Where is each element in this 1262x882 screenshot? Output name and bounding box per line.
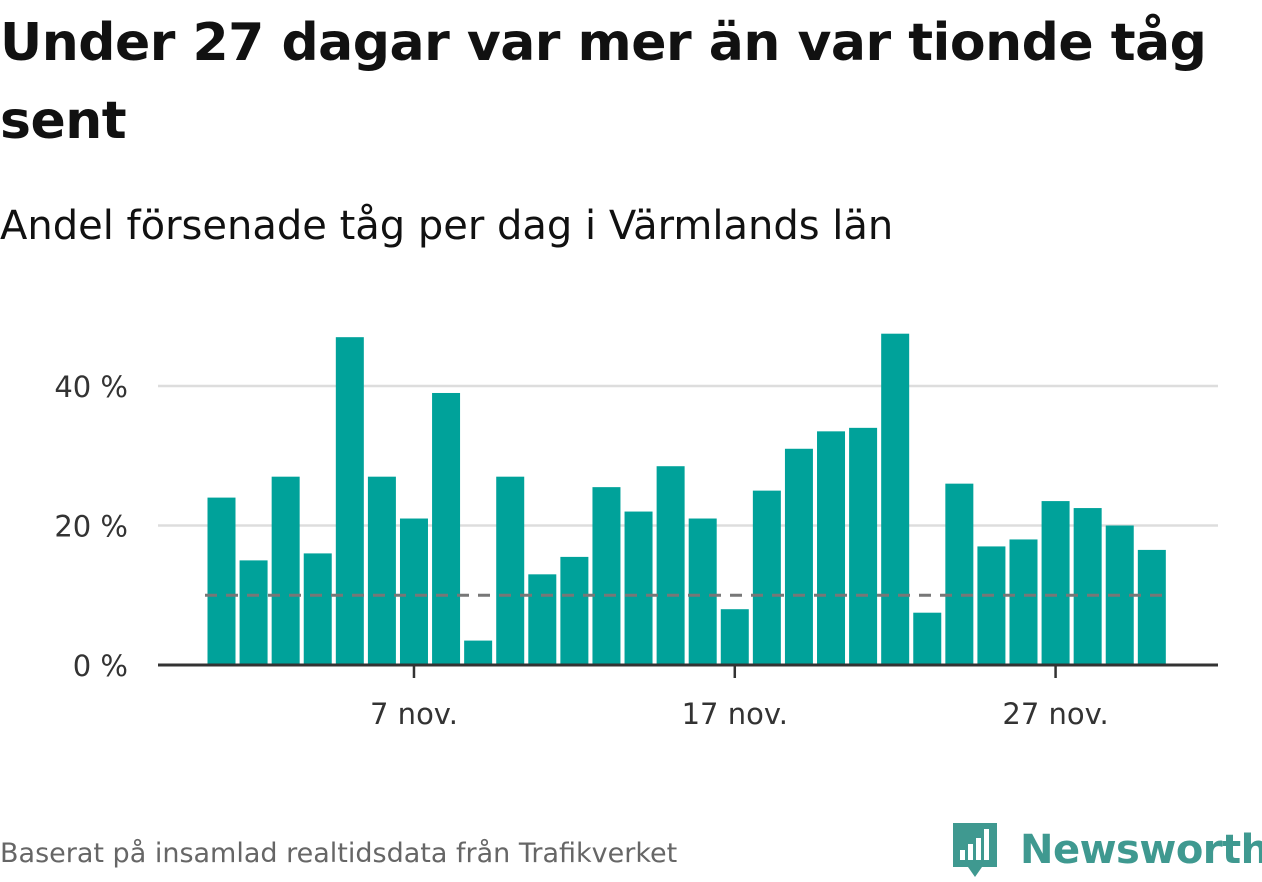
x-axis-labels: 7 nov. 17 nov. 27 nov.: [370, 697, 1109, 731]
gridlines: [158, 384, 1218, 527]
bar: [656, 466, 685, 665]
y-tick-label: 40 %: [54, 370, 128, 404]
y-axis-labels: 0 % 20 % 40 %: [54, 370, 128, 683]
bar: [752, 490, 781, 666]
bar: [817, 431, 846, 665]
x-tick-label: 7 nov.: [370, 697, 458, 731]
chart-title: Under 27 dagar var mer än var tionde tåg…: [0, 13, 1207, 151]
bar: [688, 518, 717, 665]
bar: [464, 640, 493, 665]
y-tick-label: 0 %: [73, 649, 128, 683]
bar: [881, 333, 910, 665]
bar: [945, 483, 974, 665]
source-note: Baserat på insamlad realtidsdata från Tr…: [0, 838, 678, 869]
bar: [1009, 539, 1038, 665]
bar: [528, 574, 557, 665]
bar: [784, 448, 813, 665]
bar: [367, 476, 396, 665]
bar: [913, 612, 942, 665]
bar-chart: 0 % 20 % 40 % 7 nov. 17 nov. 27 nov.: [54, 333, 1218, 731]
bar: [496, 476, 525, 665]
bar: [207, 497, 236, 665]
bar: [977, 546, 1006, 665]
bar: [849, 427, 878, 665]
bar: [399, 518, 428, 665]
newsworthy-logo-icon: [953, 823, 997, 877]
bar: [271, 476, 300, 665]
bar: [432, 392, 461, 665]
bar: [592, 487, 621, 665]
chart-subtitle: Andel försenade tåg per dag i Värmlands …: [0, 203, 894, 249]
bar: [335, 337, 364, 665]
bar: [720, 609, 749, 665]
brand-name: Newsworthy: [1020, 827, 1262, 873]
bar: [624, 511, 653, 665]
x-tick-label: 27 nov.: [1002, 697, 1108, 731]
x-axis: [158, 663, 1218, 678]
bars: [207, 333, 1166, 666]
bar: [560, 556, 589, 665]
bar: [1073, 508, 1102, 665]
brand[interactable]: Newsworthy: [950, 818, 1262, 882]
bar: [1137, 549, 1166, 665]
bar: [303, 553, 332, 665]
y-tick-label: 20 %: [54, 510, 128, 544]
bar: [239, 560, 268, 666]
x-tick-label: 17 nov.: [682, 697, 788, 731]
bar: [1041, 501, 1070, 665]
